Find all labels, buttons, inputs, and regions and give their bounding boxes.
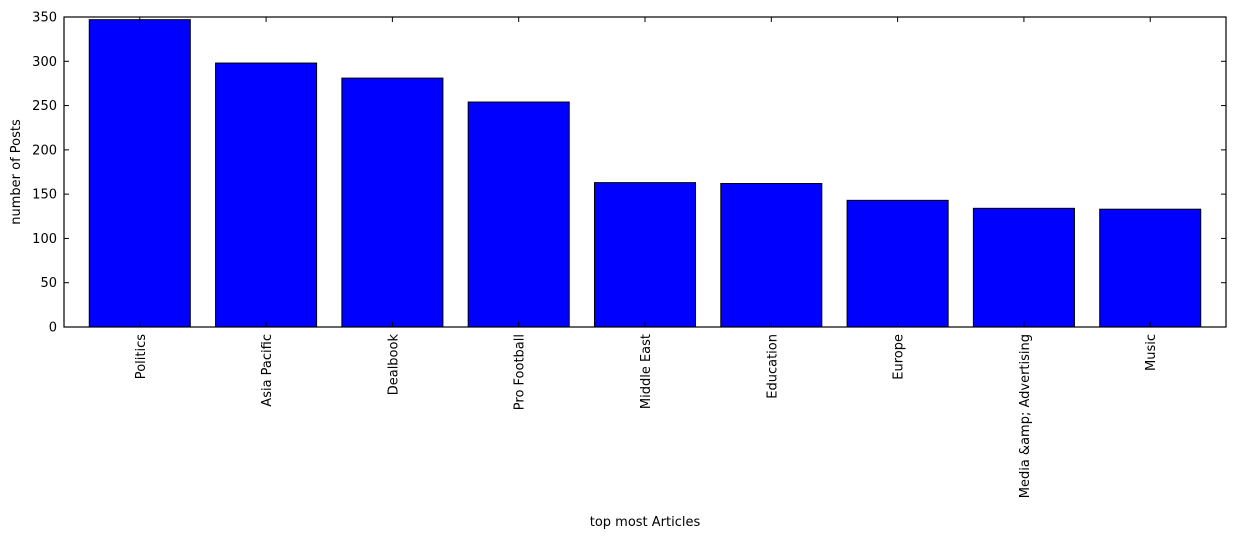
x-tick-label: Media &amp; Advertising <box>1018 334 1033 498</box>
y-tick-label: 50 <box>40 276 57 291</box>
bar-2 <box>341 77 444 328</box>
x-tick-label: Pro Football <box>513 334 528 410</box>
y-tick-label: 350 <box>32 11 57 26</box>
x-tick-label: Education <box>765 334 780 399</box>
bar-3 <box>467 101 570 328</box>
bar-5 <box>720 183 823 328</box>
y-tick-label: 300 <box>32 55 57 70</box>
x-tick-label: Politics <box>134 334 149 379</box>
y-tick-label: 250 <box>32 99 57 114</box>
x-tick-label: Music <box>1144 334 1159 371</box>
bar-0 <box>88 19 191 328</box>
y-axis-label: number of Posts <box>9 119 24 225</box>
x-tick-label: Dealbook <box>386 334 401 396</box>
y-tick-label: 200 <box>32 143 57 158</box>
y-tick-label: 100 <box>32 232 57 247</box>
x-axis-ticks: Politics Asia Pacific Dealbook Pro Football… <box>134 17 1159 498</box>
bar-8 <box>1099 208 1202 328</box>
bars-group <box>88 19 1202 328</box>
y-axis-ticks: 0 50 100 150 200 250 300 350 <box>32 11 1226 336</box>
x-axis-label: top most Articles <box>590 515 701 530</box>
bar-6 <box>846 199 949 328</box>
x-tick-label: Europe <box>892 334 907 380</box>
x-tick-label: Middle East <box>639 334 654 409</box>
y-tick-label: 0 <box>49 321 57 336</box>
y-tick-label: 150 <box>32 188 57 203</box>
bar-7 <box>972 207 1075 328</box>
x-tick-label: Asia Pacific <box>260 334 275 407</box>
bar-1 <box>215 62 318 328</box>
bar-4 <box>593 182 697 328</box>
